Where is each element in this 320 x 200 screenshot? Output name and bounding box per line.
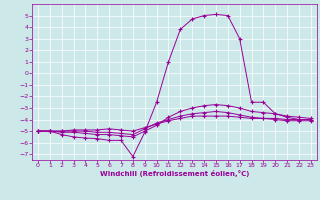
X-axis label: Windchill (Refroidissement éolien,°C): Windchill (Refroidissement éolien,°C) [100, 170, 249, 177]
